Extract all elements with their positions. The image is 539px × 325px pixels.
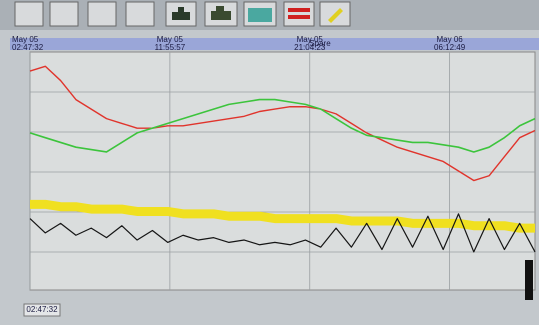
screen: Spare 02:47:32 May 0502:47:32May 0511:55… bbox=[0, 0, 539, 325]
x-tick-label: 02:47:32 bbox=[12, 43, 44, 52]
icon bbox=[248, 8, 272, 22]
toolbar bbox=[0, 0, 539, 30]
x-tick-label: 21:04:23 bbox=[294, 43, 326, 52]
tool-button[interactable] bbox=[126, 2, 154, 26]
tool-button[interactable] bbox=[50, 2, 78, 26]
tool-button[interactable] bbox=[284, 2, 314, 26]
scroll-marker bbox=[525, 260, 533, 300]
x-tick-label: 11:55:57 bbox=[155, 43, 186, 52]
tool-button[interactable] bbox=[15, 2, 43, 26]
x-tick-label: 06:12:49 bbox=[434, 43, 466, 52]
cursor-time: 02:47:32 bbox=[26, 305, 58, 314]
tool-button[interactable] bbox=[88, 2, 116, 26]
